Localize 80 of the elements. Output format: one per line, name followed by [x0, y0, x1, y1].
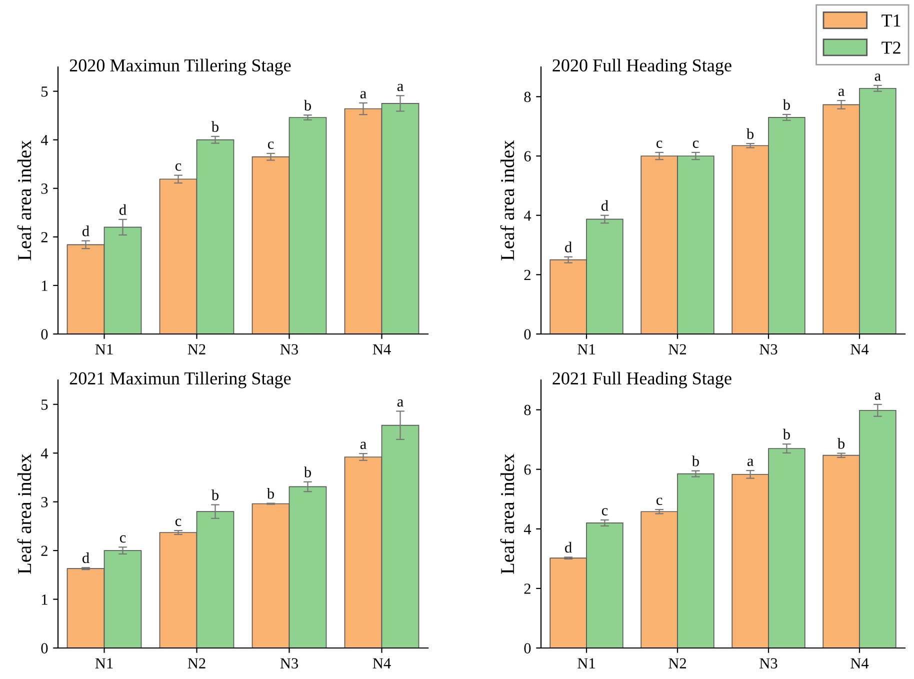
- chart-title: 2020 Maximun Tillering Stage: [70, 58, 291, 76]
- y-tick-label: 1: [42, 594, 48, 605]
- legend-label: T1: [882, 14, 900, 26]
- y-axis-title: Leaf area index: [500, 140, 514, 260]
- y-tick-label: 4: [524, 210, 532, 221]
- y-tick-label: 4: [524, 524, 532, 534]
- annotation: d: [565, 542, 572, 553]
- annotation: a: [360, 442, 366, 450]
- chart-title: 2021 Maximun Tillering Stage: [70, 372, 291, 388]
- annotation: b: [782, 428, 790, 440]
- x-tick-label: N4: [372, 344, 391, 354]
- annotation: a: [874, 74, 881, 81]
- y-tick-label: 8: [524, 404, 531, 416]
- x-tick-label: N1: [578, 344, 595, 354]
- annotation: b: [837, 438, 845, 449]
- annotation: a: [874, 392, 881, 400]
- annotation: c: [692, 140, 699, 148]
- annotation: c: [175, 163, 182, 171]
- y-tick-label: 6: [524, 151, 531, 162]
- annotation: d: [601, 200, 608, 211]
- annotation: a: [838, 88, 844, 96]
- annotation: c: [268, 142, 274, 149]
- x-tick-label: N2: [188, 344, 206, 354]
- annotation: b: [782, 99, 790, 110]
- annotation: d: [119, 204, 126, 215]
- y-tick-label: 0: [524, 643, 531, 654]
- annotation: b: [211, 490, 218, 500]
- annotation: c: [602, 508, 608, 516]
- y-axis-title: Leaf area index: [500, 454, 514, 574]
- annotation: d: [565, 242, 572, 252]
- legend-label: T2: [882, 42, 900, 54]
- annotation: c: [656, 498, 662, 506]
- x-tick-label: N2: [188, 658, 206, 668]
- x-tick-label: N1: [95, 658, 113, 668]
- y-tick-label: 0: [41, 643, 48, 654]
- annotation: b: [304, 100, 311, 111]
- x-tick-label: N1: [578, 658, 595, 668]
- annotation: a: [397, 84, 404, 92]
- y-tick-label: 2: [524, 270, 530, 280]
- y-tick-label: 4: [40, 448, 48, 458]
- x-tick-label: N2: [668, 344, 686, 354]
- annotation: d: [82, 552, 90, 564]
- annotation: b: [304, 466, 311, 478]
- annotation: b: [692, 456, 699, 466]
- chart-title: 2020 Full Heading Stage: [552, 58, 732, 76]
- x-tick-label: N3: [280, 344, 298, 354]
- y-tick-label: 5: [42, 400, 48, 410]
- x-tick-label: N4: [372, 658, 391, 668]
- y-tick-label: 6: [524, 464, 531, 475]
- x-tick-label: N1: [95, 344, 113, 354]
- x-tick-label: N3: [760, 344, 778, 354]
- annotation: d: [82, 226, 90, 236]
- annotation: b: [266, 488, 274, 499]
- y-tick-label: 8: [524, 92, 531, 102]
- x-tick-label: N2: [668, 658, 686, 668]
- annotation: a: [397, 399, 404, 407]
- y-axis-title: Leaf area index: [17, 454, 32, 574]
- y-tick-label: 2: [524, 584, 530, 594]
- y-tick-label: 3: [41, 184, 48, 194]
- x-tick-label: N4: [850, 658, 869, 668]
- y-tick-label: 3: [41, 497, 48, 508]
- x-tick-label: N4: [850, 344, 869, 354]
- y-tick-label: 5: [42, 86, 48, 97]
- annotation: b: [211, 121, 218, 132]
- annotation: c: [656, 140, 662, 148]
- y-tick-label: 1: [42, 280, 48, 291]
- y-axis-title: Leaf area index: [17, 140, 32, 260]
- annotation: c: [175, 518, 182, 526]
- annotation: b: [746, 128, 754, 140]
- y-tick-label: 4: [40, 135, 48, 146]
- y-tick-label: 0: [524, 329, 531, 340]
- annotation: a: [360, 91, 366, 98]
- x-tick-label: N3: [760, 658, 778, 668]
- x-tick-label: N3: [280, 658, 298, 668]
- y-tick-label: 2: [41, 232, 48, 242]
- annotation: c: [120, 535, 126, 543]
- annotation: a: [747, 458, 754, 466]
- chart-title: 2021 Full Heading Stage: [552, 372, 732, 388]
- y-tick-label: 2: [41, 546, 48, 556]
- y-tick-label: 0: [41, 329, 48, 340]
